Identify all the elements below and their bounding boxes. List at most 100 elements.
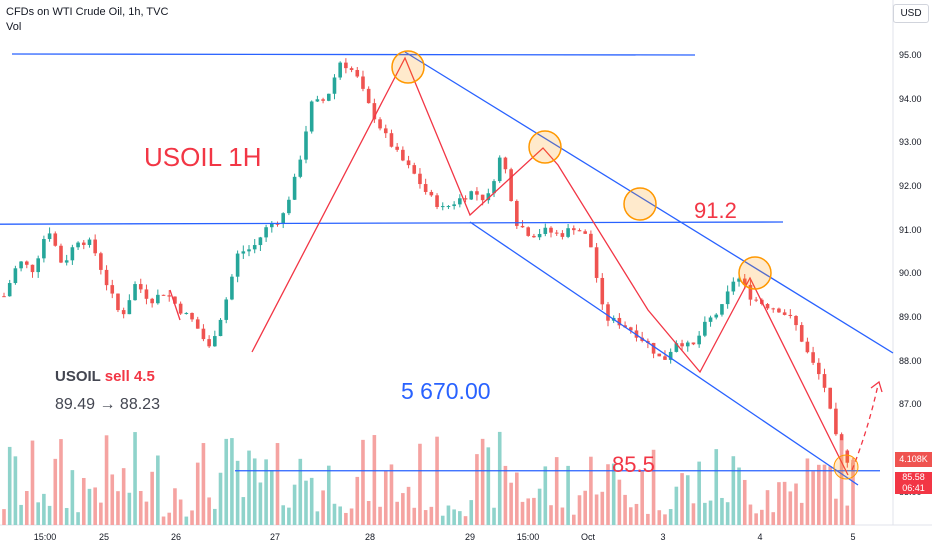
volume-bar xyxy=(845,505,850,525)
x-tick-label: 28 xyxy=(364,532,376,542)
volume-bar xyxy=(87,488,92,525)
volume-bar xyxy=(127,492,132,525)
candle-body xyxy=(463,198,468,200)
candle-body xyxy=(178,303,183,314)
candle-body xyxy=(720,304,724,315)
volume-bar xyxy=(116,491,120,525)
volume-bar xyxy=(81,477,86,525)
volume-bar xyxy=(834,498,838,525)
x-tick-label: 29 xyxy=(464,532,476,542)
volume-bar xyxy=(532,497,536,525)
volume-bar xyxy=(794,483,798,525)
candle-body xyxy=(571,228,576,231)
candle-body xyxy=(235,253,240,277)
swing-high-circle xyxy=(623,187,657,221)
volume-bar xyxy=(777,482,781,525)
candle-body xyxy=(458,198,462,205)
candle-body xyxy=(7,283,12,297)
horizontal-level-line xyxy=(0,221,784,225)
chart-title: CFDs on WTI Crude Oil, 1h, TVC xyxy=(6,6,169,18)
candle-body xyxy=(47,233,52,240)
volume-bar xyxy=(287,507,291,525)
volume-bar xyxy=(326,465,331,525)
volume-bar xyxy=(270,470,274,525)
candle-body xyxy=(600,277,605,305)
trade-action: sell xyxy=(104,368,130,385)
y-tick-label: 90.00 xyxy=(899,268,922,279)
volume-bar xyxy=(628,507,633,525)
candle-body xyxy=(201,328,206,340)
candle-body xyxy=(435,195,439,207)
volume-bar xyxy=(315,511,320,525)
volume-bar xyxy=(452,509,456,525)
candle-body xyxy=(99,253,103,270)
candle-body xyxy=(173,296,177,304)
volume-bar xyxy=(851,459,855,525)
volume-bar xyxy=(281,505,286,525)
candle-body xyxy=(623,325,627,328)
volume-bar xyxy=(611,463,616,525)
volume-label: Vol xyxy=(6,21,22,33)
volume-bar xyxy=(634,503,639,525)
candle-body xyxy=(372,103,377,120)
volume-bar xyxy=(59,439,63,525)
candle-body xyxy=(241,251,246,254)
volume-bar xyxy=(309,477,314,525)
y-tick-label: 93.00 xyxy=(899,137,922,148)
candle-body xyxy=(59,245,63,263)
candle-body xyxy=(691,342,696,345)
candle-body xyxy=(287,199,291,214)
candle-body xyxy=(190,312,194,320)
volume-bar xyxy=(42,493,46,525)
candle-body xyxy=(138,284,143,290)
candle-body xyxy=(617,317,622,326)
y-tick-label: 94.00 xyxy=(899,93,922,104)
candle-body xyxy=(144,289,149,299)
volume-bar xyxy=(571,514,576,525)
candle-body xyxy=(218,319,223,337)
x-tick-label: 3 xyxy=(660,532,666,542)
candle-body xyxy=(520,225,525,228)
candle-body xyxy=(799,325,804,342)
volume-bar xyxy=(76,512,80,525)
volume-bar xyxy=(435,436,439,525)
candle-body xyxy=(401,149,405,161)
currency-button[interactable]: USD xyxy=(893,4,929,23)
candle-body xyxy=(788,314,793,317)
candle-body xyxy=(503,157,508,170)
projected-arrow xyxy=(870,380,883,393)
symbol-timeframe-label: USOIL 1H xyxy=(144,142,262,172)
volume-bar xyxy=(178,499,183,525)
bar-countdown: 06:41 xyxy=(902,483,925,493)
volume-bar xyxy=(150,471,154,525)
candle-body xyxy=(275,223,280,225)
candle-body xyxy=(355,70,360,77)
volume-bar xyxy=(230,438,234,525)
volume-bar xyxy=(566,465,570,525)
candle-body xyxy=(258,237,263,246)
candle-body xyxy=(70,247,75,261)
candle-body xyxy=(30,264,35,273)
volume-bar xyxy=(13,456,18,525)
volume-bar xyxy=(651,449,656,525)
candle-body xyxy=(782,312,787,315)
volume-bar xyxy=(685,475,690,525)
candle-body xyxy=(389,133,394,147)
volume-bar xyxy=(235,460,240,525)
candle-body xyxy=(344,62,348,69)
volume-bar xyxy=(583,490,587,525)
volume-bar xyxy=(497,431,502,525)
candle-body xyxy=(418,173,422,185)
candle-body xyxy=(127,300,132,315)
volume-bar xyxy=(292,484,297,525)
volume-bar xyxy=(811,471,815,525)
volume-bar xyxy=(760,509,764,525)
candle-body xyxy=(509,169,513,201)
y-tick-label: 88.00 xyxy=(899,355,922,366)
volume-bar xyxy=(589,456,593,525)
volume-bar xyxy=(782,481,787,525)
candle-body xyxy=(81,242,86,245)
channel-lower-line xyxy=(469,221,859,486)
price-badge: 85.58 06:41 xyxy=(895,472,932,494)
